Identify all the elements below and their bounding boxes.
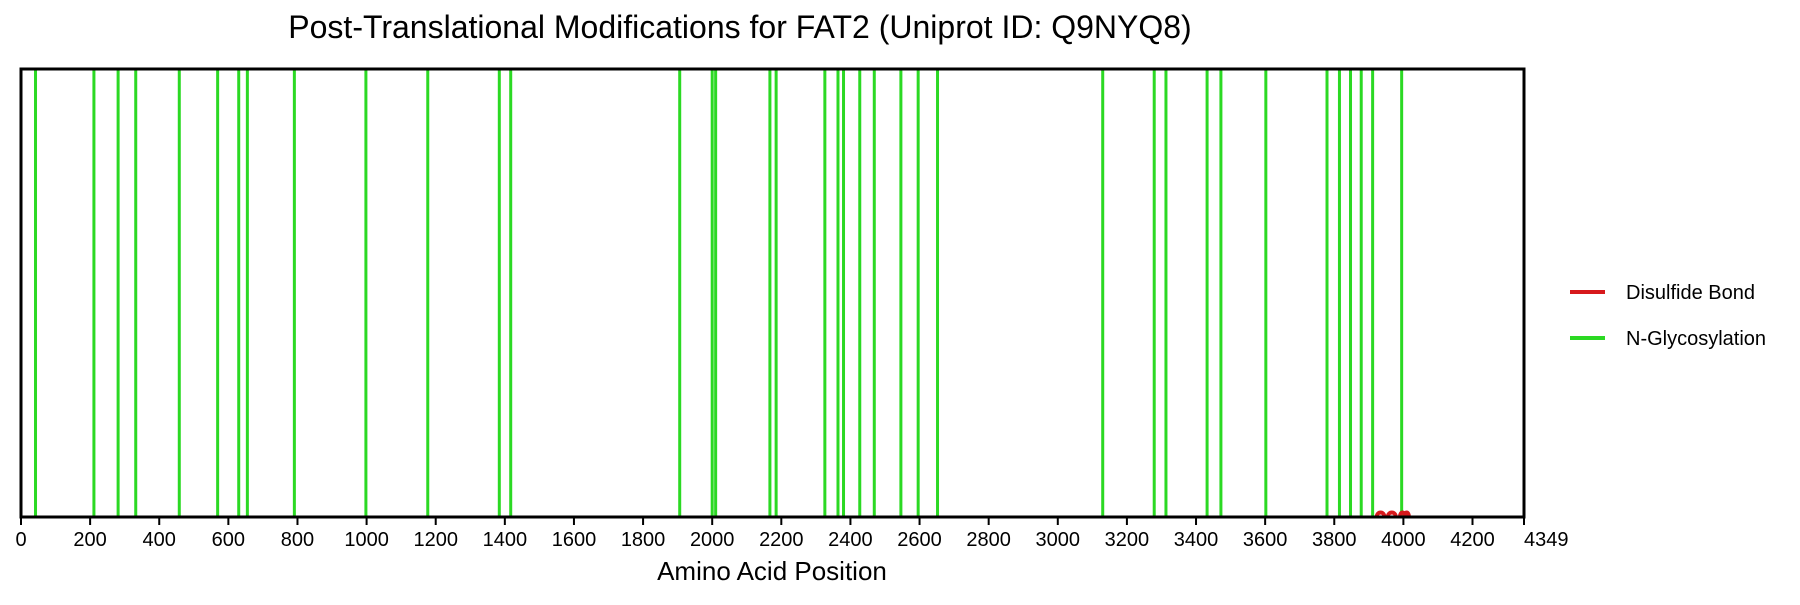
x-tick-label: 0 <box>15 529 26 551</box>
x-tick-label: 2400 <box>828 529 873 551</box>
x-tick-label: 2800 <box>966 529 1011 551</box>
x-tick-label: 1000 <box>344 529 389 551</box>
legend: Disulfide Bond N-Glycosylation <box>1570 282 1766 350</box>
x-tick-label: 4349 <box>1524 529 1569 551</box>
chart-title: Post-Translational Modifications for FAT… <box>288 9 1191 45</box>
legend-label: Disulfide Bond <box>1626 282 1755 304</box>
x-tick-label: 1400 <box>483 529 528 551</box>
x-tick-label: 3800 <box>1312 529 1357 551</box>
x-tick-label: 4200 <box>1450 529 1495 551</box>
x-tick-label: 1600 <box>552 529 597 551</box>
x-tick-label: 3600 <box>1243 529 1288 551</box>
glycosylation-layer <box>34 69 1404 517</box>
x-tick-label: 3200 <box>1105 529 1150 551</box>
legend-label: N-Glycosylation <box>1626 328 1766 350</box>
plot-frame <box>19 67 1526 519</box>
x-tick-label: 400 <box>143 529 176 551</box>
x-tick-label: 2600 <box>897 529 942 551</box>
x-tick-label: 2000 <box>690 529 735 551</box>
x-tick-label: 200 <box>73 529 106 551</box>
x-tick-label: 3400 <box>1174 529 1219 551</box>
x-tick-label: 800 <box>281 529 314 551</box>
x-tick-label: 600 <box>212 529 245 551</box>
x-tick-label: 2200 <box>759 529 804 551</box>
x-axis: 0 200 400 600 800 1000 1200 1400 1600 1800 2000 220… <box>15 517 1569 551</box>
x-axis-label: Amino Acid Position <box>657 556 887 586</box>
x-tick-label: 4000 <box>1381 529 1426 551</box>
x-tick-label: 3000 <box>1036 529 1081 551</box>
x-tick-label: 1800 <box>621 529 666 551</box>
x-tick-label: 1200 <box>413 529 458 551</box>
